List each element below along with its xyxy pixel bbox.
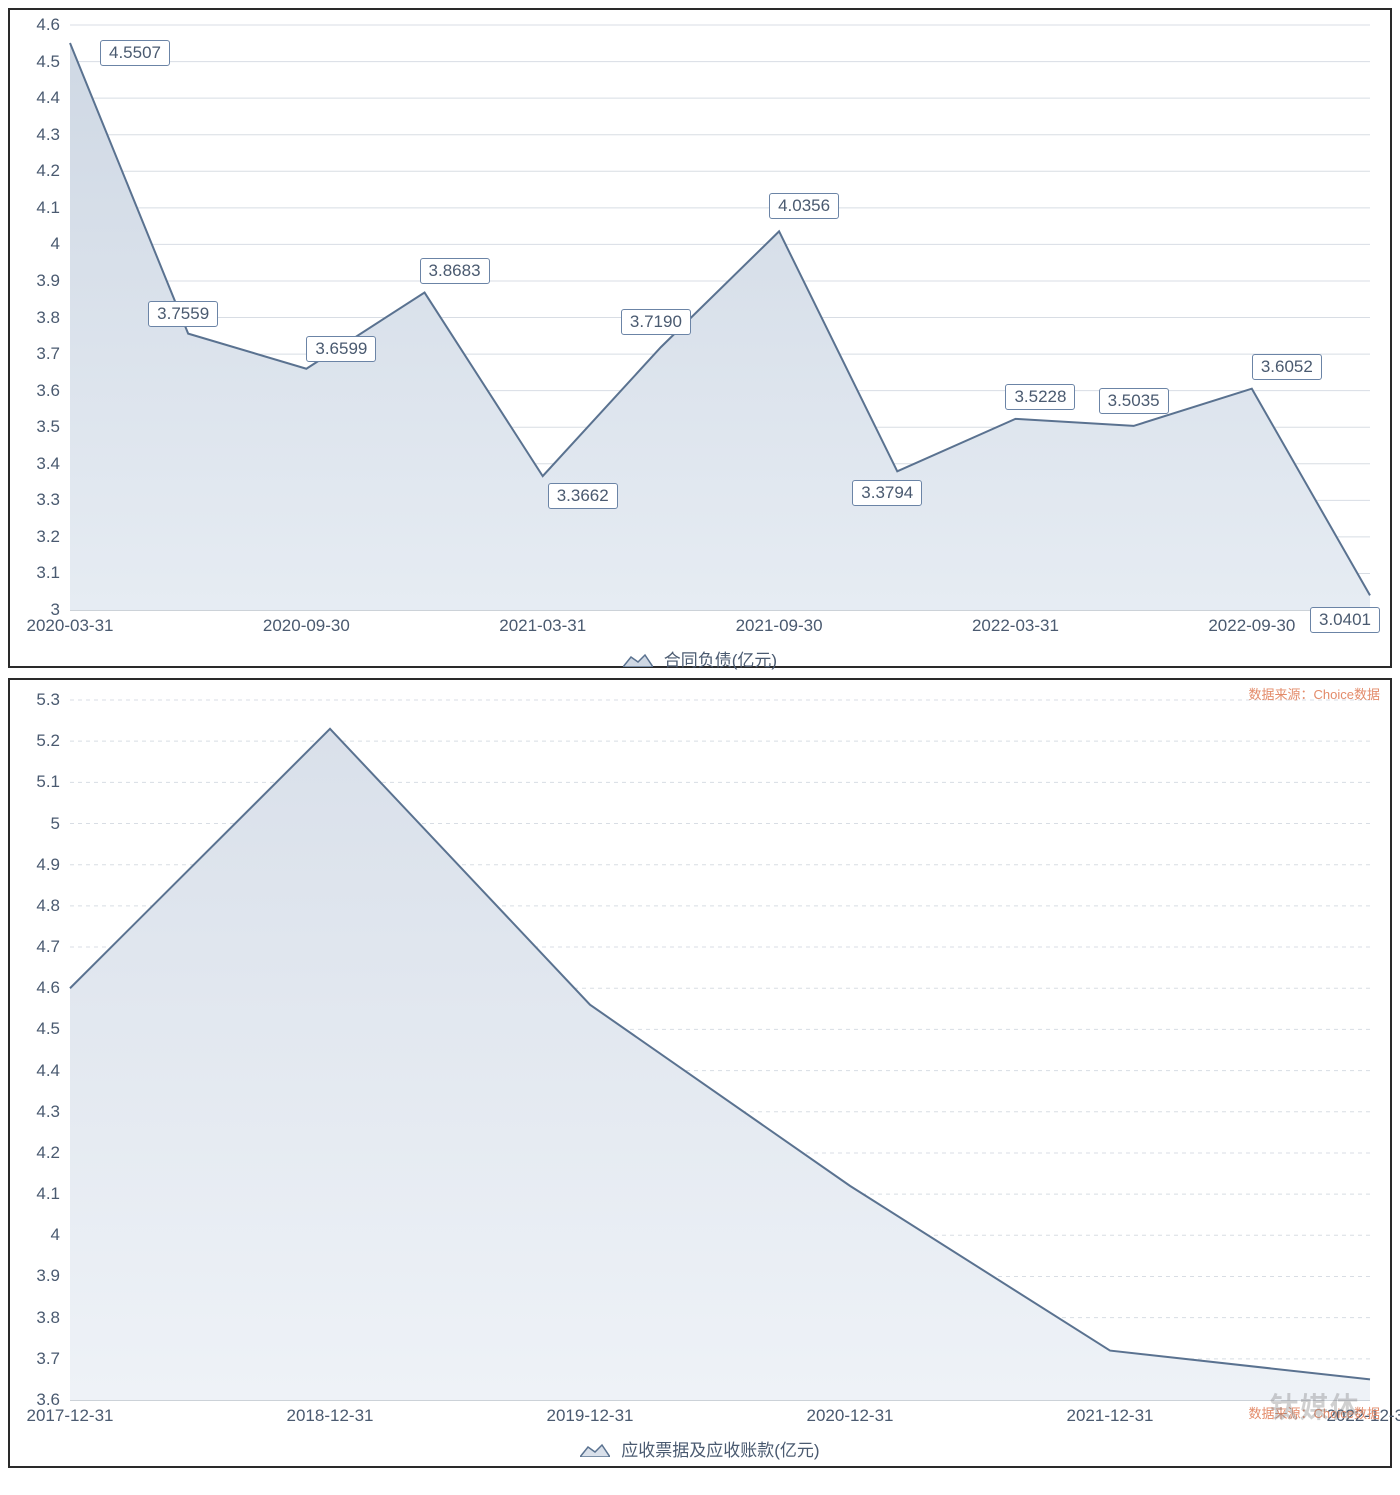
data-value-box: 3.7559 (148, 301, 218, 327)
x-tick-label: 2019-12-31 (547, 1406, 634, 1426)
y-tick-label: 4.2 (10, 1143, 60, 1163)
x-tick-label: 2021-12-31 (1067, 1406, 1154, 1426)
y-tick-label: 3.6 (10, 381, 60, 401)
data-value-box: 3.7190 (621, 309, 691, 335)
data-value-box: 3.3662 (548, 483, 618, 509)
y-tick-label: 4.6 (10, 978, 60, 998)
y-tick-label: 3.2 (10, 527, 60, 547)
chart1-legend: 合同负债(亿元) (10, 640, 1390, 682)
y-tick-label: 4.1 (10, 198, 60, 218)
y-tick-label: 3.3 (10, 490, 60, 510)
x-tick-label: 2018-12-31 (287, 1406, 374, 1426)
chart1-plot-area: 33.13.23.33.43.53.63.73.83.944.14.24.34.… (10, 10, 1390, 640)
chart1-panel: 33.13.23.33.43.53.63.73.83.944.14.24.34.… (8, 8, 1392, 668)
y-tick-label: 4.7 (10, 937, 60, 957)
y-tick-label: 3.5 (10, 417, 60, 437)
y-tick-label: 3.8 (10, 308, 60, 328)
y-tick-label: 4.3 (10, 1102, 60, 1122)
y-tick-label: 4 (10, 234, 60, 254)
y-tick-label: 4 (10, 1225, 60, 1245)
y-tick-label: 4.4 (10, 1061, 60, 1081)
y-tick-label: 4.8 (10, 896, 60, 916)
y-tick-label: 3.9 (10, 1266, 60, 1286)
y-tick-label: 4.5 (10, 52, 60, 72)
x-tick-label: 2022-03-31 (972, 616, 1059, 636)
x-tick-label: 2020-09-30 (263, 616, 350, 636)
data-value-box: 3.3794 (852, 480, 922, 506)
data-value-box: 4.5507 (100, 40, 170, 66)
x-tick-label: 2021-03-31 (499, 616, 586, 636)
y-tick-label: 4.9 (10, 855, 60, 875)
data-value-box: 3.6599 (306, 336, 376, 362)
chart1-legend-label: 合同负债(亿元) (664, 651, 777, 670)
chart2-legend-label: 应收票据及应收账款(亿元) (621, 1441, 819, 1460)
chart2-plot-area: 3.63.73.83.944.14.24.34.44.54.64.74.84.9… (10, 680, 1390, 1430)
y-tick-label: 4.3 (10, 125, 60, 145)
y-tick-label: 3.8 (10, 1308, 60, 1328)
data-value-box: 3.6052 (1252, 354, 1322, 380)
y-tick-label: 5.2 (10, 731, 60, 751)
y-tick-label: 4.4 (10, 88, 60, 108)
chart2-source-top: 数据来源：Choice数据 (1249, 684, 1380, 703)
x-tick-label: 2022-09-30 (1208, 616, 1295, 636)
x-tick-label: 2020-12-31 (807, 1406, 894, 1426)
y-tick-label: 4.5 (10, 1019, 60, 1039)
area-icon (580, 1442, 610, 1462)
y-tick-label: 3.1 (10, 563, 60, 583)
x-tick-label: 2020-03-31 (27, 616, 114, 636)
y-tick-label: 3.7 (10, 344, 60, 364)
data-value-box: 4.0356 (769, 193, 839, 219)
x-tick-label: 2021-09-30 (736, 616, 823, 636)
y-tick-label: 4.6 (10, 15, 60, 35)
x-tick-label: 2017-12-31 (27, 1406, 114, 1426)
y-tick-label: 3.7 (10, 1349, 60, 1369)
y-tick-label: 3.9 (10, 271, 60, 291)
watermark-text: 钛媒体 (1270, 1386, 1360, 1426)
y-tick-label: 4.2 (10, 161, 60, 181)
data-value-box: 3.8683 (420, 258, 490, 284)
y-tick-label: 3.4 (10, 454, 60, 474)
y-tick-label: 5.3 (10, 690, 60, 710)
data-value-box: 3.5228 (1005, 384, 1075, 410)
chart2-legend: 应收票据及应收账款(亿元) (10, 1430, 1390, 1472)
y-tick-label: 4.1 (10, 1184, 60, 1204)
chart2-panel: 3.63.73.83.944.14.24.34.44.54.64.74.84.9… (8, 678, 1392, 1468)
y-tick-label: 5.1 (10, 772, 60, 792)
data-value-box: 3.0401 (1310, 607, 1380, 633)
data-value-box: 3.5035 (1099, 388, 1169, 414)
area-icon (623, 652, 653, 672)
y-tick-label: 5 (10, 814, 60, 834)
